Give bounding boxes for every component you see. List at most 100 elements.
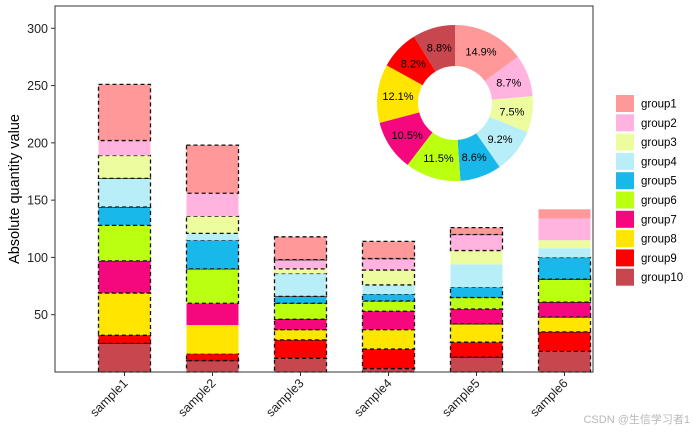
bar-segment-outline-sample2-group1 (185, 144, 240, 194)
bar-segment-outline-sample4-group9 (361, 348, 416, 370)
bar-segment-outline-sample6-group8 (537, 316, 592, 333)
bar-stack-sample6 (537, 209, 592, 373)
bar-segment-outline-sample2-group3 (185, 215, 240, 235)
donut-slice-group9 (386, 36, 436, 86)
bar-segment-sample6-group1 (538, 209, 591, 219)
bar-segment-sample2-group8 (186, 325, 239, 354)
legend-key-group7 (616, 210, 634, 228)
bar-segment-outline-sample4-group5 (361, 293, 416, 302)
bar-segment-outline-sample4-group8 (361, 328, 416, 350)
legend-key-group2 (616, 114, 634, 132)
legend-label-group8: group8 (641, 234, 677, 246)
donut-label-group7: 10.5% (392, 130, 423, 142)
bar-segment-sample5-group9 (450, 342, 503, 358)
bar-stack-sample4 (361, 240, 416, 373)
y-tick-label-100: 100 (27, 251, 48, 265)
bar-segment-sample3-group6 (274, 303, 327, 320)
donut-slice-group8 (377, 65, 423, 123)
bar-segment-sample2-group1 (186, 145, 239, 194)
bar-segment-outline-sample5-group6 (449, 296, 504, 310)
donut-slice-group10 (414, 25, 455, 72)
donut-label-group8: 12.1% (382, 91, 413, 103)
bar-segment-outline-sample5-group5 (449, 286, 504, 299)
bar-segment-outline-sample6-group6 (537, 278, 592, 303)
bar-segment-sample1-group2 (98, 140, 151, 156)
bar-segment-sample2-group9 (186, 353, 239, 361)
donut-label-group10: 8.8% (427, 43, 452, 55)
bar-segment-sample1-group4 (98, 178, 151, 208)
bar-segment-outline-sample2-group6 (185, 268, 240, 304)
bar-segment-outline-sample3-group4 (273, 272, 328, 298)
bar-segment-sample1-group8 (98, 292, 151, 336)
donut-label-group6: 11.5% (423, 153, 454, 165)
bar-segment-sample1-group9 (98, 335, 151, 344)
bar-stack-sample2 (185, 144, 240, 373)
plot-panel-border (54, 5, 594, 373)
legend-label-group4: group4 (641, 156, 677, 168)
bar-segment-sample4-group3 (362, 270, 415, 285)
bar-segment-sample1-group10 (98, 343, 151, 372)
legend-label-group3: group3 (641, 137, 677, 149)
bar-segment-sample2-group6 (186, 268, 239, 304)
bar-segment-sample6-group2 (538, 218, 591, 241)
bar-segment-sample6-group6 (538, 279, 591, 303)
bar-segment-outline-sample5-group1 (449, 226, 504, 236)
bar-segment-outline-sample6-group5 (537, 256, 592, 280)
bar-segment-outline-sample4-group2 (361, 257, 416, 271)
bar-segment-outline-sample1-group1 (97, 83, 152, 142)
legend-key-group3 (616, 133, 634, 151)
bar-segment-outline-sample3-group7 (273, 318, 328, 331)
bar-segment-sample3-group9 (274, 339, 327, 359)
bar-segment-sample6-group5 (538, 257, 591, 280)
bar-segment-sample1-group6 (98, 225, 151, 261)
bar-segment-sample2-group10 (186, 360, 239, 372)
bar-segment-sample4-group4 (362, 284, 415, 295)
bar-segment-sample5-group6 (450, 297, 503, 309)
y-tick-label-300: 300 (27, 22, 48, 36)
legend-label-group10: group10 (641, 272, 683, 284)
bar-segment-outline-sample3-group8 (273, 328, 328, 341)
legend-label-group6: group6 (641, 195, 677, 207)
bar-segment-outline-sample3-group2 (273, 259, 328, 270)
bar-segment-outline-sample4-group1 (361, 240, 416, 260)
bar-segment-sample2-group7 (186, 303, 239, 326)
legend-key-group5 (616, 172, 634, 190)
bar-segment-sample4-group6 (362, 300, 415, 312)
legend-label-group2: group2 (641, 118, 677, 130)
bar-segment-sample3-group8 (274, 329, 327, 340)
bar-segment-sample6-group10 (538, 351, 591, 372)
legend-label-group7: group7 (641, 214, 677, 226)
watermark-text: CSDN @生信学习者1 (583, 412, 690, 426)
legend-label-group5: group5 (641, 176, 677, 188)
bar-segment-outline-sample2-group10 (185, 359, 240, 373)
y-tick-label-50: 50 (34, 308, 48, 322)
bar-segment-outline-sample1-group4 (97, 177, 152, 208)
bar-segment-sample3-group4 (274, 273, 327, 297)
bar-segment-sample4-group9 (362, 349, 415, 369)
bar-segment-sample1-group1 (98, 84, 151, 141)
bar-segment-sample4-group2 (362, 258, 415, 271)
donut-slice-group1 (455, 25, 518, 82)
bar-segment-outline-sample3-group1 (273, 236, 328, 261)
bar-segment-sample2-group5 (186, 240, 239, 269)
bar-segment-sample3-group10 (274, 358, 327, 372)
bar-stack-sample5 (449, 226, 504, 373)
bar-segment-sample1-group3 (98, 155, 151, 179)
donut-label-group2: 8.7% (496, 78, 521, 90)
bar-segment-sample5-group7 (450, 308, 503, 324)
bar-segment-outline-sample5-group2 (449, 233, 504, 252)
bar-segment-sample3-group1 (274, 236, 327, 260)
bar-segment-sample5-group3 (450, 250, 503, 265)
bar-segment-sample4-group1 (362, 241, 415, 259)
y-axis-title: Absolute quantity value (7, 114, 23, 264)
donut-slice-group5 (457, 133, 500, 181)
bar-segment-sample4-group7 (362, 311, 415, 330)
legend-key-group1 (616, 95, 634, 112)
bar-segment-outline-sample5-group7 (449, 308, 504, 325)
bar-segment-sample3-group2 (274, 259, 327, 269)
bar-segment-sample5-group10 (450, 357, 503, 372)
bar-segment-outline-sample1-group9 (97, 334, 152, 345)
bar-segment-outline-sample3-group5 (273, 295, 328, 304)
bar-segment-outline-sample1-group8 (97, 292, 152, 336)
